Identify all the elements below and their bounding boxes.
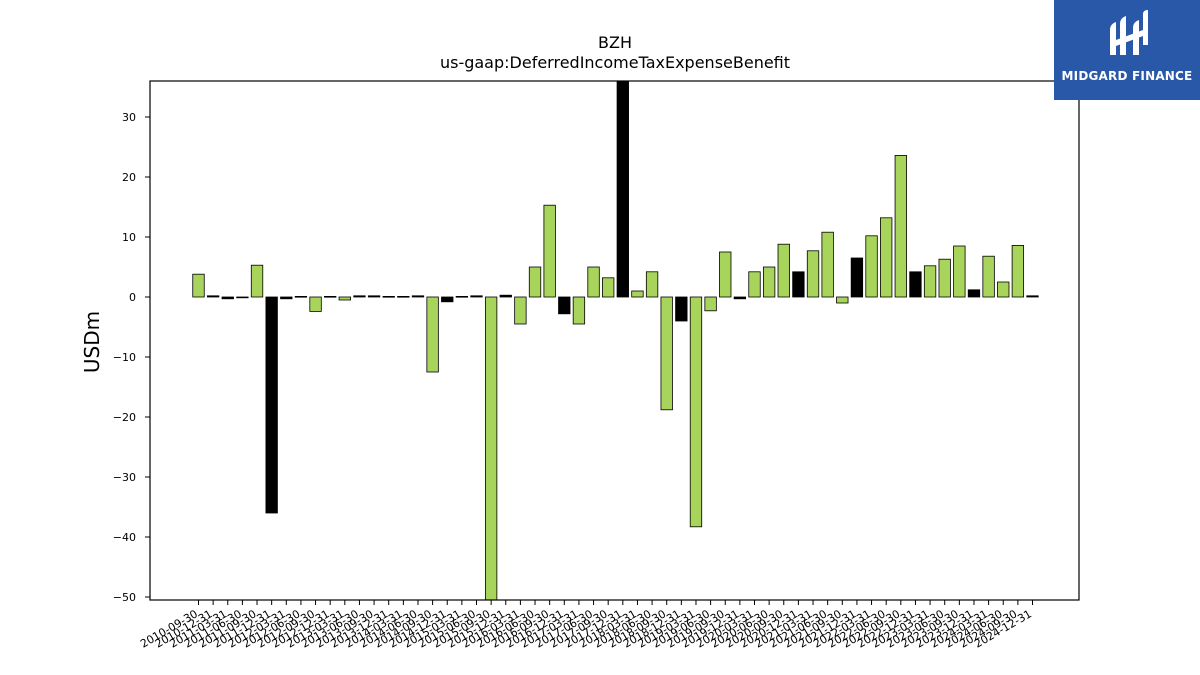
- bar-2012-12-31: [324, 295, 337, 298]
- bar-2013-03-31: [338, 296, 351, 301]
- bar-2023-03-31: [923, 265, 937, 298]
- bars-group: [192, 80, 1039, 601]
- logo: MIDGARD FINANCE: [1054, 0, 1200, 100]
- bar-2024-09-30: [1011, 244, 1025, 298]
- bar-2020-03-31: [748, 271, 761, 298]
- plot-frame: [149, 80, 1080, 601]
- bar-2023-12-31: [967, 289, 981, 298]
- bar-2023-06-30: [938, 258, 951, 298]
- bar-2020-06-30: [762, 266, 776, 298]
- bar-2012-03-31: [280, 296, 293, 300]
- bar-2011-06-30: [236, 296, 249, 299]
- bar-2016-06-30: [528, 266, 542, 298]
- bar-2016-03-31: [514, 296, 527, 325]
- bar-2021-09-30: [836, 296, 849, 304]
- bar-2013-06-30: [353, 295, 366, 298]
- bar-2019-09-30: [719, 251, 732, 298]
- midgard-logo-mark-icon: [1110, 10, 1148, 55]
- bar-2011-03-31: [221, 296, 234, 300]
- bar-2021-12-31: [850, 257, 864, 298]
- bar-2024-03-31: [982, 255, 995, 298]
- bar-2019-03-31: [689, 296, 703, 528]
- y-tick-label: 30: [122, 111, 136, 124]
- bar-2016-12-31: [558, 296, 571, 315]
- bar-2022-12-31: [909, 271, 922, 298]
- bar-2014-03-31: [397, 295, 410, 298]
- chart-title: BZH: [598, 33, 632, 52]
- bar-2015-09-30: [484, 296, 498, 601]
- bar-2018-06-30: [645, 271, 659, 298]
- y-tick-label: 20: [122, 171, 136, 184]
- bar-2016-09-30: [543, 204, 556, 298]
- bar-2014-12-31: [441, 296, 454, 303]
- bar-2023-09-30: [953, 245, 966, 298]
- y-tick-label: −10: [113, 351, 136, 364]
- logo-text: MIDGARD FINANCE: [1061, 69, 1193, 83]
- bar-2011-12-31: [265, 296, 278, 514]
- bar-2019-12-31: [733, 296, 747, 300]
- bar-2012-06-30: [294, 295, 308, 298]
- y-axis: 30 20 10 0 −10 −20 −30 −40 −50: [113, 111, 150, 604]
- bar-2015-06-30: [470, 295, 483, 298]
- bar-2015-03-31: [455, 295, 469, 298]
- bar-2013-09-30: [367, 295, 381, 298]
- y-axis-label: USDm: [80, 311, 104, 373]
- bar-2017-06-30: [587, 266, 600, 298]
- bar-2018-09-30: [660, 296, 673, 411]
- bar-2014-06-30: [411, 295, 425, 298]
- bar-2013-12-31: [382, 295, 395, 298]
- bar-2010-12-31: [206, 295, 220, 298]
- bar-2012-09-30: [309, 296, 322, 312]
- bar-2017-03-31: [572, 296, 586, 325]
- bar-2018-03-31: [631, 290, 644, 298]
- bar-2021-06-30: [821, 231, 834, 298]
- bar-2014-09-30: [426, 296, 439, 373]
- bar-2018-12-31: [675, 296, 688, 322]
- y-tick-label: −30: [113, 471, 136, 484]
- x-axis: 2010-09-302010-12-312011-03-312011-06-30…: [138, 600, 1034, 651]
- bar-2011-09-30: [250, 264, 264, 298]
- bar-2022-03-31: [865, 235, 878, 298]
- y-tick-label: 10: [122, 231, 136, 244]
- bar-2015-12-31: [499, 294, 512, 298]
- y-tick-label: −20: [113, 411, 136, 424]
- bar-2022-09-30: [894, 154, 907, 298]
- bar-2020-12-31: [792, 271, 805, 298]
- bar-2021-03-31: [806, 250, 820, 298]
- bar-2020-09-30: [777, 243, 790, 298]
- y-tick-label: 0: [129, 291, 136, 304]
- chart-subtitle: us-gaap:DeferredIncomeTaxExpenseBenefit: [440, 53, 790, 72]
- bar-2024-12-31: [1026, 295, 1039, 298]
- bar-2010-09-30: [192, 273, 205, 298]
- bar-2024-06-30: [997, 281, 1010, 298]
- bar-2019-06-30: [704, 296, 717, 312]
- bar-2022-06-30: [880, 217, 893, 298]
- bar-2017-09-30: [602, 277, 615, 298]
- y-tick-label: −50: [113, 591, 136, 604]
- bar-2017-12-31: [616, 80, 629, 298]
- y-tick-label: −40: [113, 531, 136, 544]
